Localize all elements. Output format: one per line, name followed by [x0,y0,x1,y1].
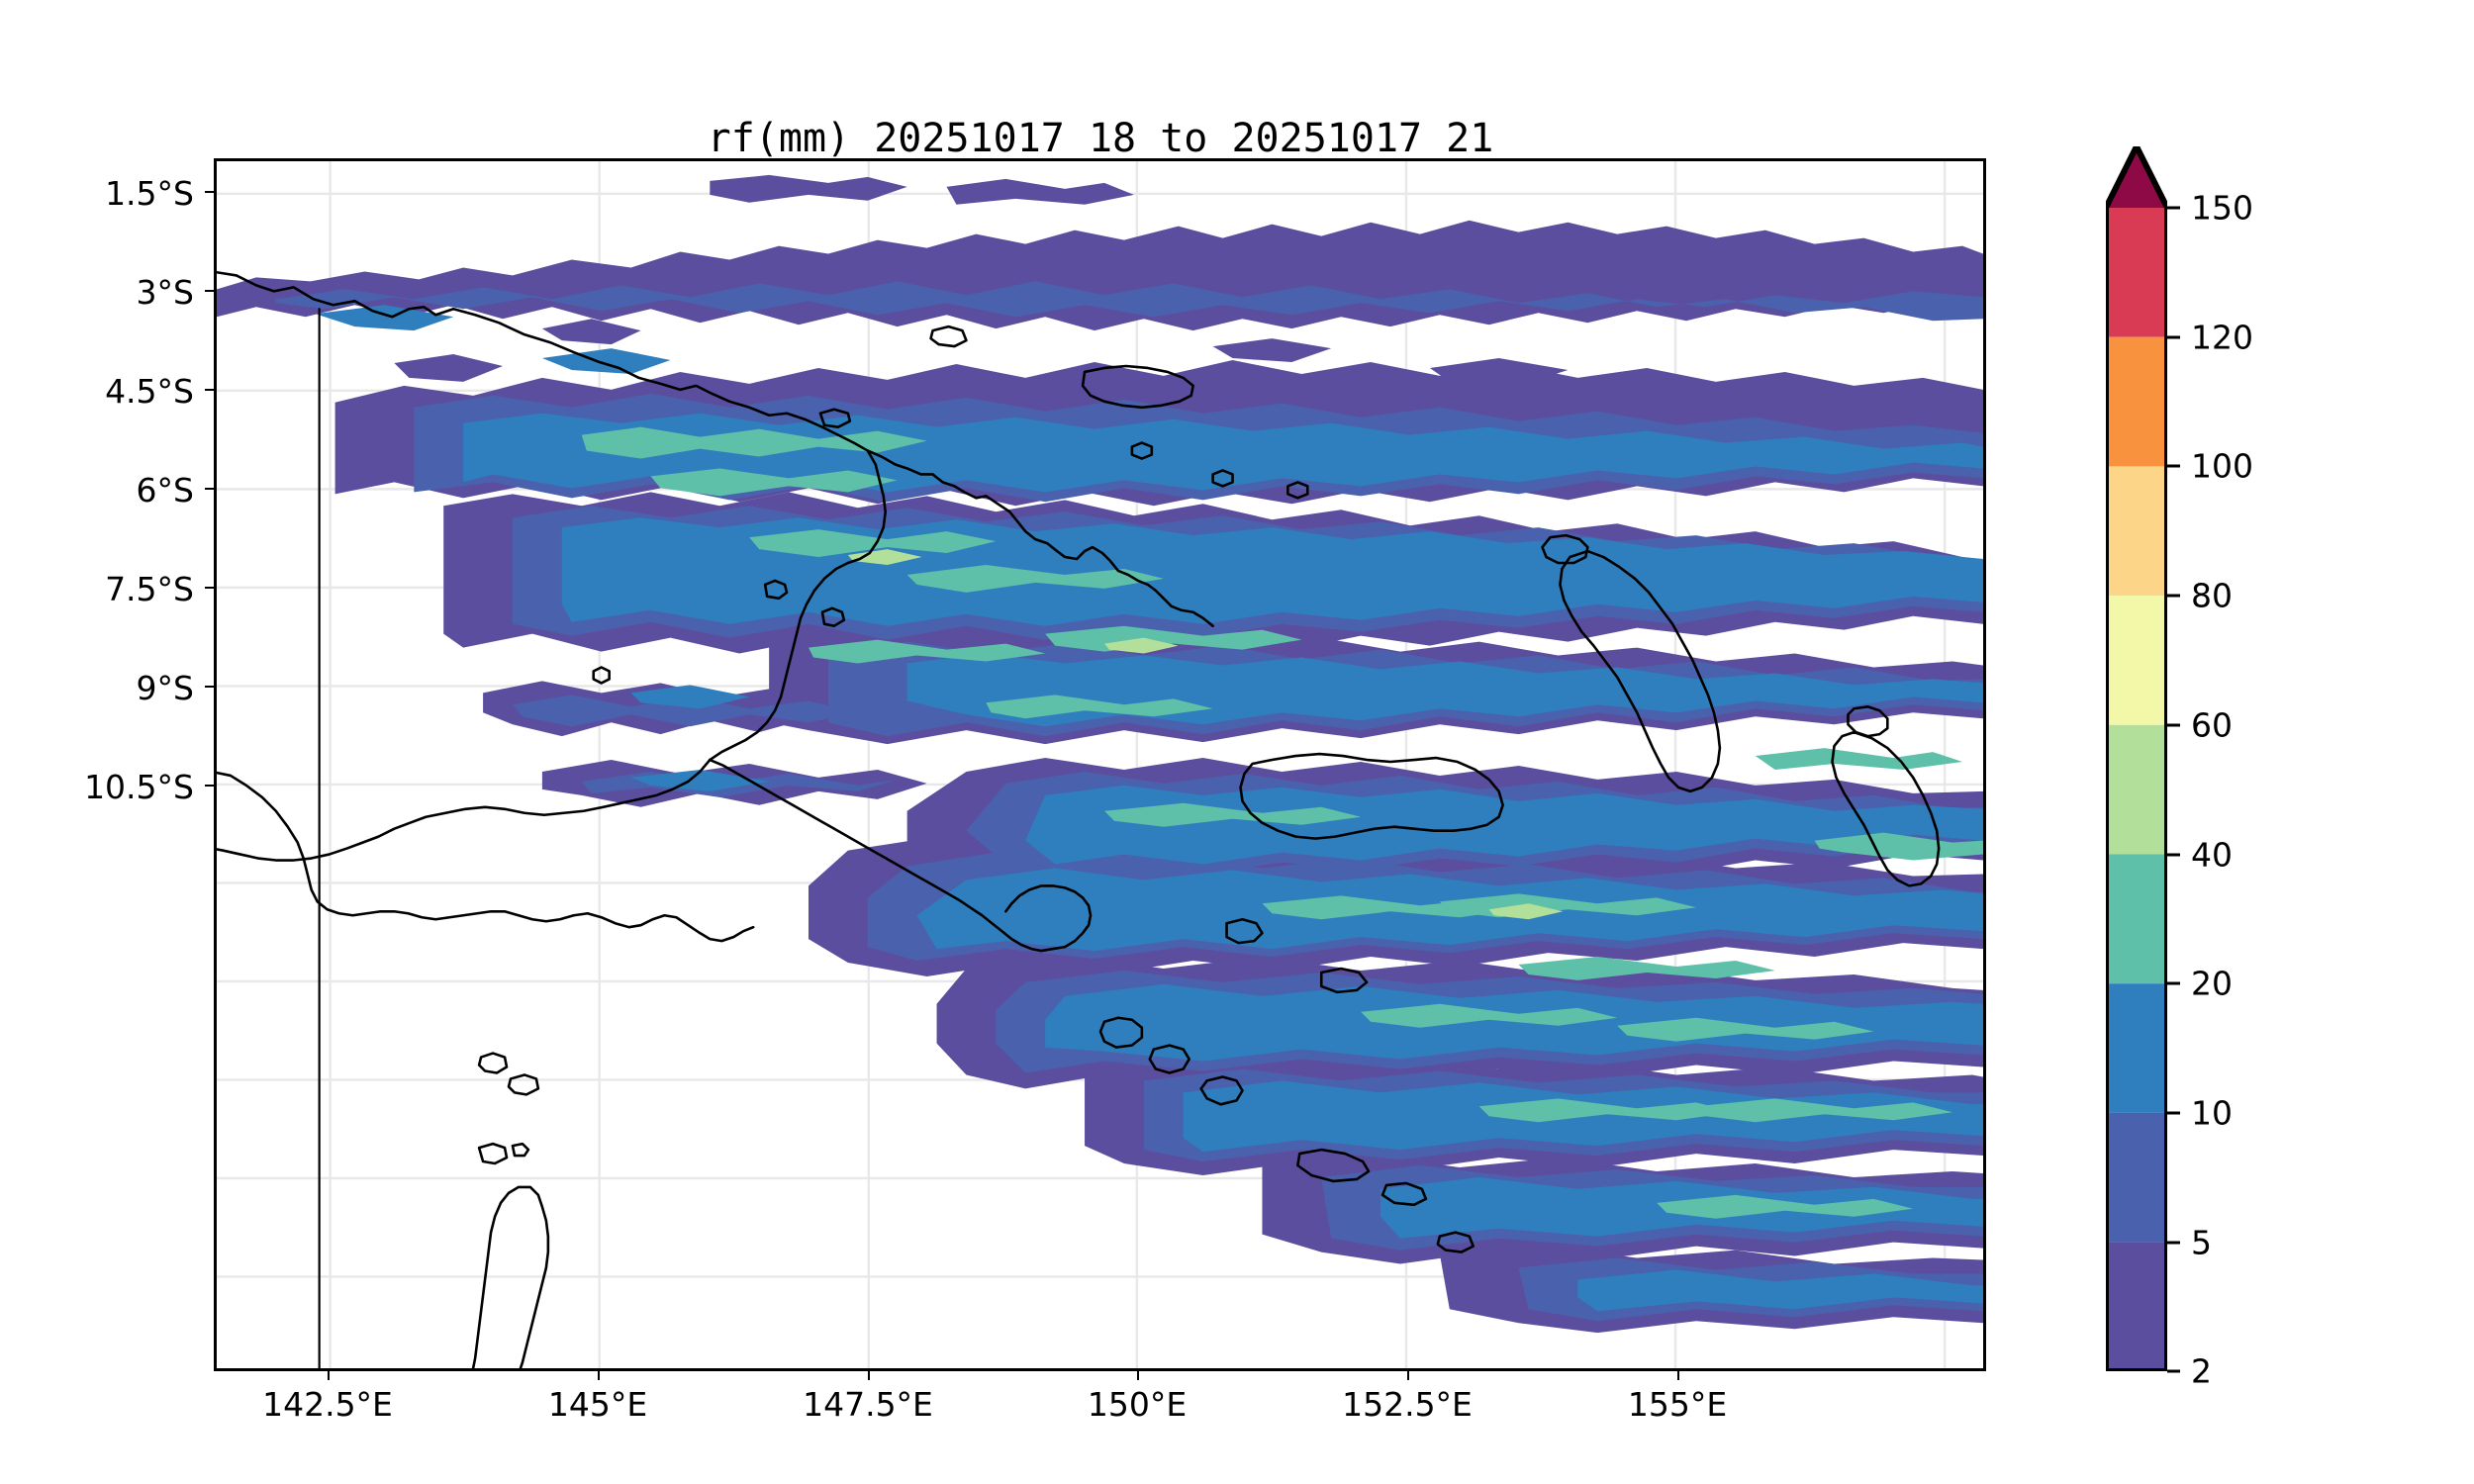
ytick-label-9S: 9°S [136,669,194,707]
colorbar-tick-40 [2167,853,2180,857]
ytick-mark [205,488,214,490]
rainfall-contour-layer [217,174,1983,1334]
ytick-mark [205,389,214,391]
colorbar-band-80-100 [2106,466,2167,597]
ytick-label-1-5S: 1.5°S [105,174,194,213]
title-line-primary: rf(mm) 20251017_18 to 20251017_21 [707,115,1494,161]
map-coastlines [217,270,1941,1368]
ytick-mark [205,587,214,589]
colorbar-tick-80 [2167,594,2180,598]
ytick-label-3S: 3°S [136,273,194,312]
colorbar-band-60-80 [2106,596,2167,725]
colorbar-label-100: 100 [2191,446,2253,486]
colorbar-label-120: 120 [2191,318,2253,357]
ytick-mark [205,290,214,292]
xtick-mark [328,1371,330,1380]
xtick-label-145E: 145°E [547,1385,648,1424]
colorbar-label-20: 20 [2191,964,2233,1003]
xtick-mark [1677,1371,1679,1380]
colorbar-label-2: 2 [2191,1351,2212,1391]
colorbar-tick-20 [2167,981,2180,985]
map-plot-area[interactable] [214,158,1986,1371]
contour-band-40-60 [847,549,1564,920]
colorbar-band-10-20 [2106,983,2167,1113]
xtick-mark [1407,1371,1409,1380]
colorbar-tick-60 [2167,723,2180,727]
colorbar-band-40-60 [2106,724,2167,855]
colorbar[interactable] [2106,146,2167,1371]
xtick-label-150E: 150°E [1087,1385,1188,1424]
xtick-mark [868,1371,870,1380]
colorbar-tick-5 [2167,1241,2180,1245]
xtick-label-147-5E: 147.5°E [803,1385,933,1424]
xtick-mark [598,1371,600,1380]
colorbar-label-40: 40 [2191,835,2233,875]
xtick-label-142-5E: 142.5°E [262,1385,393,1424]
colorbar-band-120-150 [2106,208,2167,337]
colorbar-band-20-40 [2106,854,2167,984]
colorbar-label-60: 60 [2191,705,2233,745]
colorbar-label-80: 80 [2191,576,2233,615]
colorbar-band-2-5 [2106,1242,2167,1371]
map-canvas [217,161,1983,1368]
xtick-label-155E: 155°E [1627,1385,1728,1424]
colorbar-label-5: 5 [2191,1223,2212,1262]
colorbar-outline [2106,146,2167,1371]
ytick-label-7-5S: 7.5°S [105,570,194,608]
ytick-mark [205,191,214,193]
ytick-label-6S: 6°S [136,471,194,510]
colorbar-tick-100 [2167,464,2180,468]
colorbar-tick-2 [2167,1369,2180,1373]
colorbar-tick-150 [2167,206,2180,210]
colorbar-band-5-10 [2106,1112,2167,1243]
colorbar-tick-10 [2167,1111,2180,1115]
colorbar-tick-120 [2167,335,2180,339]
ytick-label-10-5S: 10.5°S [84,768,194,806]
colorbar-label-150: 150 [2191,188,2253,228]
ytick-mark [205,686,214,688]
ytick-mark [205,785,214,787]
xtick-label-152-5E: 152.5°E [1342,1385,1473,1424]
colorbar-label-10: 10 [2191,1093,2233,1133]
colorbar-extend-arrow [2106,146,2167,208]
ytick-label-4-5S: 4.5°S [105,372,194,411]
colorbar-gradient [2106,146,2167,1371]
colorbar-band-100-120 [2106,336,2167,467]
xtick-mark [1137,1371,1139,1380]
contour-band-20-40 [581,426,1983,1219]
